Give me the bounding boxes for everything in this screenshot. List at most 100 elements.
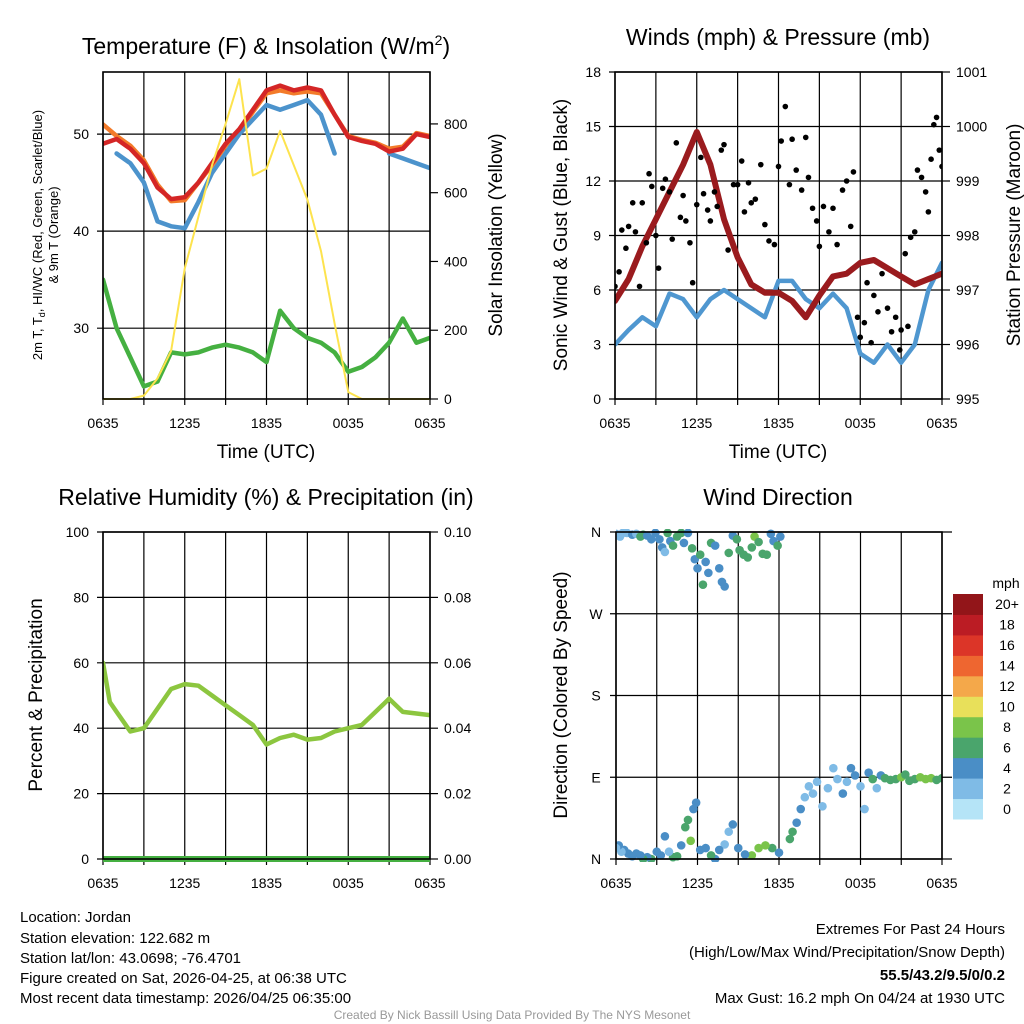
wind-direction-point <box>695 550 705 560</box>
gust-point <box>762 221 768 228</box>
y-tick-label: 0 <box>81 851 89 867</box>
x-tick-label: 1835 <box>251 875 282 891</box>
y-tick-label: 9 <box>593 228 601 244</box>
wind-direction-point <box>728 820 738 829</box>
y-tick-label: 40 <box>73 720 89 736</box>
wind-direction-point <box>829 763 838 773</box>
temperature-y-label-line2: & 9m T (Orange) <box>46 186 61 283</box>
gust-point <box>655 265 662 272</box>
footer-elevation: Station elevation: 122.682 m <box>20 930 210 947</box>
gust-point <box>718 147 725 153</box>
winds-y-label: Sonic Wind & Gust (Blue, Black) <box>551 99 572 371</box>
colorbar-title: mph <box>992 575 1019 591</box>
humidity-frame <box>102 531 431 860</box>
x-tick-label: 1835 <box>763 415 794 431</box>
colorbar-label: 4 <box>1003 760 1011 776</box>
humidity-panel: 0635 1235 1835 0035 0635 0 20 40 60 80 100 0.00 0.02… <box>66 524 472 891</box>
2m-t-line <box>103 83 430 202</box>
wind-direction-point <box>842 777 852 787</box>
gust-point <box>730 181 737 188</box>
y2-tick-label: 200 <box>444 322 468 338</box>
x-tick-label: 0635 <box>926 875 957 891</box>
y2-tick-label: 400 <box>444 253 468 269</box>
wind-direction-point <box>754 537 763 547</box>
y-tick-label: 15 <box>585 119 601 135</box>
gust-point <box>714 203 720 210</box>
wind-direction-point <box>663 529 672 538</box>
colorbar-swatch <box>953 594 983 615</box>
gust-point <box>748 200 755 206</box>
wind-direction-point <box>687 544 697 553</box>
y2-tick-label: 0.04 <box>444 720 471 736</box>
x-tick-label: 0635 <box>87 875 118 891</box>
gust-point <box>850 169 857 175</box>
wind-direction-point <box>796 804 806 814</box>
gust-point <box>847 223 854 230</box>
wind-direction-point <box>800 792 810 802</box>
wind-direction-point <box>823 783 833 793</box>
credit-line: Created By Nick Bassill Using Data Provi… <box>334 1008 691 1022</box>
gust-point <box>632 229 639 235</box>
gust-point <box>907 234 914 241</box>
gust-point <box>816 243 823 250</box>
y-tick-label: 18 <box>585 64 601 80</box>
gust-point <box>646 170 652 177</box>
wind-direction-point <box>714 845 724 855</box>
wind-direction-point <box>710 541 720 550</box>
y2-tick-label: 997 <box>956 282 980 298</box>
wind-direction-point <box>647 534 656 544</box>
gust-point <box>793 167 800 173</box>
temperature-panel-title: Temperature (F) & Insolation (W/m2) <box>82 32 450 59</box>
gust-point <box>782 103 789 110</box>
gust-point <box>771 241 778 248</box>
gust-point <box>884 305 891 311</box>
colorbar-label: 0 <box>1003 801 1011 817</box>
wind-direction-point <box>652 847 662 857</box>
y2-tick-label: 1001 <box>956 64 987 80</box>
y-tick-label: S <box>591 688 600 704</box>
gust-point <box>905 323 911 330</box>
y-tick-label: N <box>591 524 601 540</box>
gust-point <box>820 203 827 210</box>
wind-direction-point <box>704 568 713 578</box>
speed-colorbar: mph 0 2 4 6 8 10 12 14 16 18 20+ <box>953 575 1020 820</box>
temperature-x-label: Time (UTC) <box>217 442 316 463</box>
gust-point <box>925 209 932 215</box>
wind-direction-point <box>785 834 795 844</box>
wind-direction-point <box>660 547 670 557</box>
wind-direction-point <box>660 831 670 841</box>
hi-wc-line <box>386 151 430 171</box>
y-tick-label: 0 <box>593 391 601 407</box>
wind-direction-point <box>683 815 693 825</box>
gust-point <box>813 218 820 224</box>
wind-direction-point <box>676 529 686 538</box>
x-tick-label: 0635 <box>599 415 630 431</box>
colorbar-label: 10 <box>999 699 1015 715</box>
humidity-y-label: Percent & Precipitation <box>26 598 47 791</box>
wind-direction-point <box>720 840 729 849</box>
footer-created: Figure created on Sat, 2026-04-25, at 06… <box>20 970 347 987</box>
wind-direction-point <box>616 843 621 853</box>
wind-direction-point <box>695 845 705 855</box>
y-tick-label: 20 <box>73 786 89 802</box>
y-tick-label: 60 <box>73 655 89 671</box>
wind-direction-point <box>689 804 698 814</box>
y2-tick-label: 0.02 <box>444 786 471 802</box>
wind-direction-point <box>724 827 734 837</box>
wind-direction-point <box>767 843 777 853</box>
wind-direction-point <box>676 841 686 850</box>
x-tick-label: 1235 <box>169 875 200 891</box>
y2-tick-label: 0.06 <box>444 655 471 671</box>
gust-point <box>778 138 785 144</box>
wind-direction-point <box>850 771 860 780</box>
gust-point <box>914 167 921 173</box>
wind-direction-point <box>856 782 865 791</box>
gust-point <box>707 218 714 224</box>
x-tick-label: 0035 <box>845 415 876 431</box>
gust-point <box>704 207 711 213</box>
wind-direction-point <box>838 789 848 798</box>
winds-plot-area <box>615 103 942 365</box>
y2-tick-label: 800 <box>444 116 468 132</box>
y2-tick-label: 996 <box>956 337 980 353</box>
